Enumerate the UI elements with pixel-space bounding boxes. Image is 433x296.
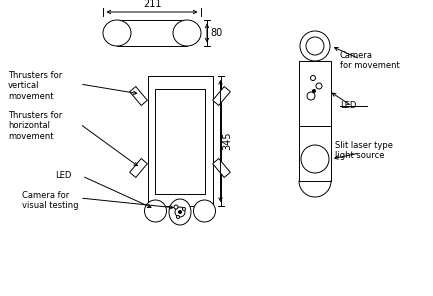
Text: Camera
for movement: Camera for movement <box>340 51 400 70</box>
Ellipse shape <box>103 20 131 46</box>
Circle shape <box>174 205 178 209</box>
Polygon shape <box>213 159 230 178</box>
Text: Thrusters for
vertical
movement: Thrusters for vertical movement <box>8 71 62 101</box>
Circle shape <box>194 200 216 222</box>
Circle shape <box>178 210 181 213</box>
Circle shape <box>306 37 324 55</box>
Ellipse shape <box>169 199 191 225</box>
Polygon shape <box>213 86 230 105</box>
Text: LED: LED <box>340 101 356 110</box>
Bar <box>148 76 213 206</box>
Text: Thrusters for
horizontal
movement: Thrusters for horizontal movement <box>8 111 62 141</box>
Ellipse shape <box>173 20 201 46</box>
Circle shape <box>316 83 322 89</box>
Circle shape <box>182 207 185 210</box>
Circle shape <box>145 200 167 222</box>
Circle shape <box>175 207 185 217</box>
Polygon shape <box>129 86 147 105</box>
Text: LED: LED <box>55 171 71 180</box>
Bar <box>117 20 187 46</box>
Circle shape <box>177 215 180 218</box>
Circle shape <box>310 75 316 81</box>
Bar <box>155 89 205 194</box>
Text: 345: 345 <box>223 132 233 150</box>
Polygon shape <box>129 159 147 178</box>
Circle shape <box>307 92 315 100</box>
Circle shape <box>300 31 330 61</box>
Circle shape <box>313 89 316 92</box>
Text: Slit laser type
light source: Slit laser type light source <box>335 141 393 160</box>
Text: Camera for
visual testing: Camera for visual testing <box>22 191 78 210</box>
Text: 211: 211 <box>143 0 161 9</box>
Circle shape <box>301 145 329 173</box>
Bar <box>299 61 331 181</box>
Text: 80: 80 <box>210 28 222 38</box>
